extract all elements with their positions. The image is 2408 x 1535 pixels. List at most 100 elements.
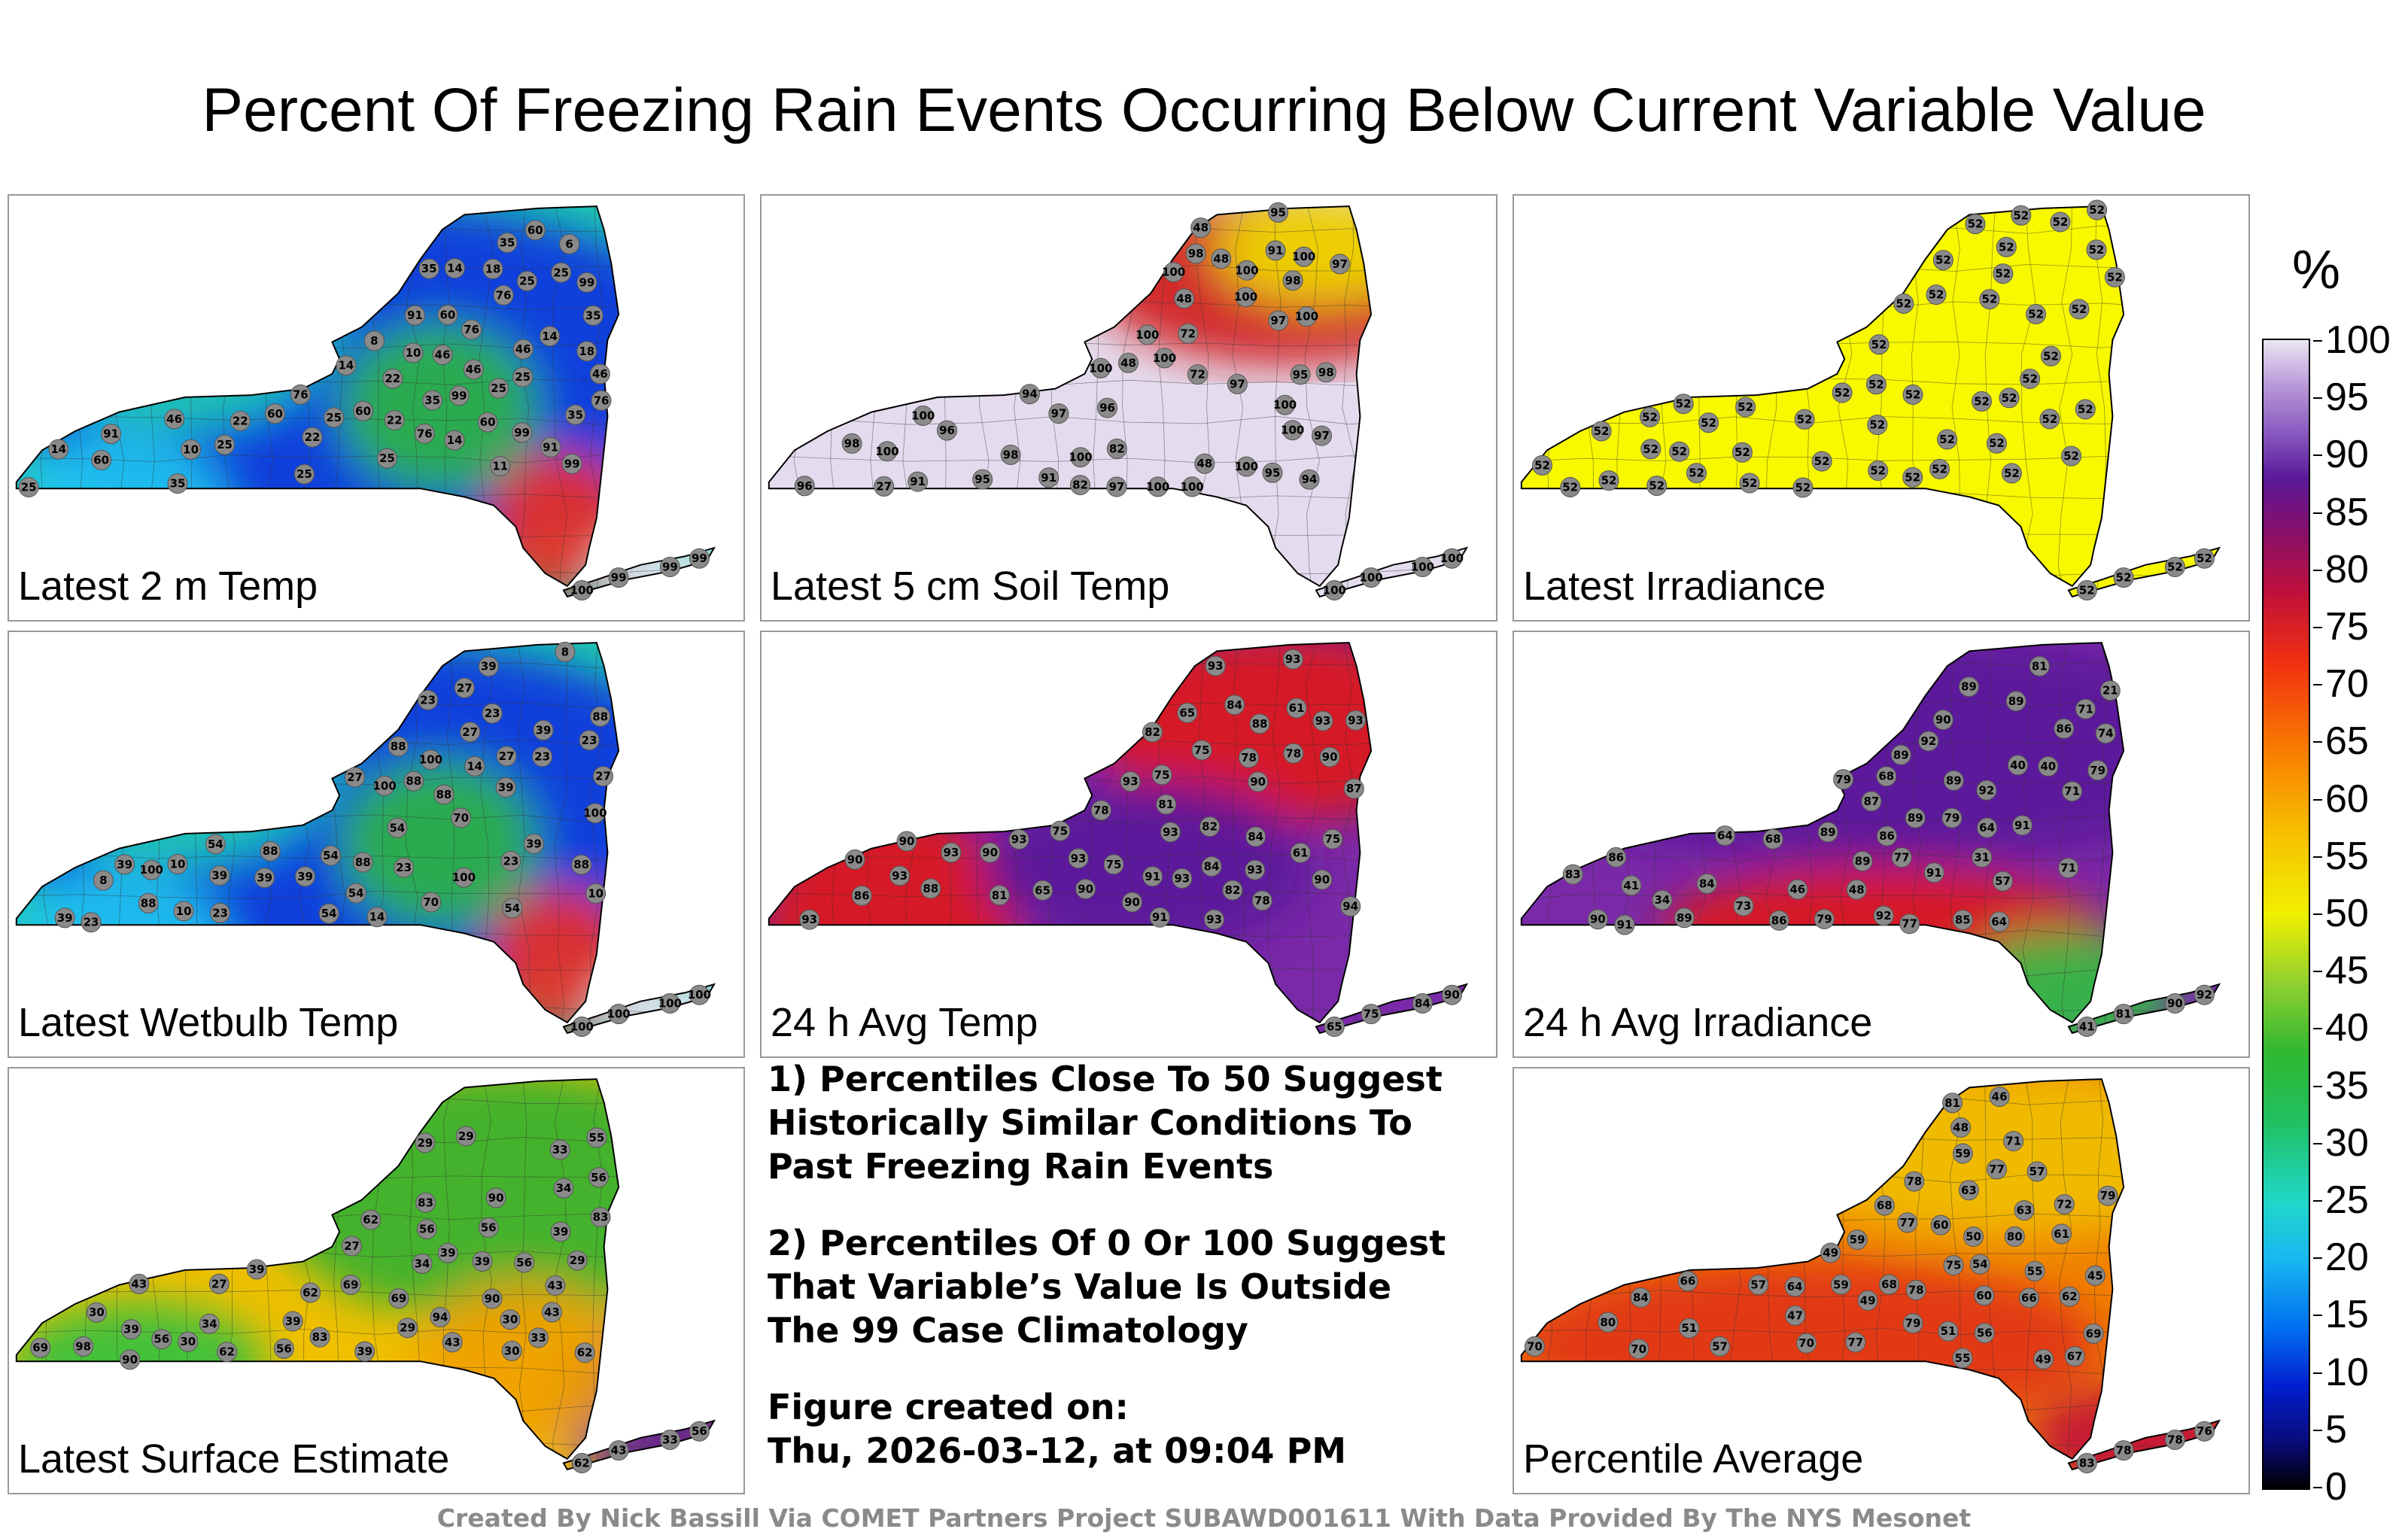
- panel-24h-avg-irradiance: 89 85 89 89 92 92 91 89 91 89 89 79 89 89 86 90 91 79 81 86…: [1513, 631, 2250, 1058]
- station-value: 84: [1204, 860, 1220, 874]
- station-value: 76: [464, 323, 479, 336]
- colorbar-label: 85: [2325, 490, 2369, 534]
- station-value: 100: [1153, 351, 1176, 365]
- station-value: 52: [2116, 571, 2132, 585]
- station-marker: 83: [590, 1207, 611, 1228]
- station-value: 56: [419, 1223, 435, 1236]
- station-marker: 48: [1118, 352, 1139, 373]
- station-marker: 96: [794, 476, 815, 497]
- station-value: 31: [1974, 851, 1990, 865]
- station-marker: 62: [574, 1342, 595, 1363]
- station-value: 59: [1955, 1147, 1971, 1160]
- panel-latest-surface-estimate: 33 30 29 34 29 39 27 29 62 55 56 39 30 56 83 30 34 43 39 39…: [8, 1067, 745, 1494]
- station-value: 54: [208, 837, 223, 851]
- station-marker: 90: [1441, 984, 1462, 1005]
- station-value: 100: [140, 863, 163, 877]
- station-marker: 27: [454, 677, 475, 698]
- figure-created: Figure created on: Thu, 2026-03-12, at 0…: [768, 1385, 1467, 1473]
- station-value: 69: [343, 1278, 359, 1291]
- station-marker: 52: [1560, 477, 1581, 497]
- station-marker: 35: [422, 390, 443, 411]
- colorbar-label: 35: [2325, 1063, 2369, 1108]
- station-marker: 92: [1976, 780, 1997, 801]
- station-value: 35: [421, 262, 437, 275]
- station-marker: 96: [1097, 397, 1117, 418]
- station-marker: 52: [1673, 394, 1694, 415]
- station-value: 50: [1966, 1230, 1981, 1244]
- station-value: 65: [1035, 883, 1050, 897]
- station-value: 62: [363, 1213, 379, 1226]
- station-value: 54: [323, 849, 339, 862]
- station-marker: 80: [1598, 1312, 1619, 1333]
- station-value: 88: [355, 856, 371, 869]
- station-value: 29: [570, 1254, 585, 1267]
- station-marker: 52: [1735, 397, 1756, 418]
- station-marker: 39: [54, 907, 75, 929]
- station-marker: 96: [937, 420, 957, 441]
- station-marker: 48: [1950, 1117, 1972, 1138]
- station-marker: 49: [2033, 1348, 2054, 1369]
- station-value: 33: [552, 1143, 568, 1157]
- station-value: 52: [2089, 203, 2105, 217]
- station-marker: 91: [1923, 862, 1944, 883]
- station-marker: 65: [1177, 703, 1198, 723]
- station-value: 75: [1052, 824, 1068, 837]
- station-value: 100: [583, 807, 607, 820]
- station-value: 39: [57, 911, 73, 925]
- station-marker: 52: [1929, 458, 1950, 479]
- panel-latest-irradiance: 52 52 52 52 52 52 52 52 52 52 52 52 52 52 52 52 52 52 52 52…: [1513, 194, 2250, 622]
- state-outline: [15, 1078, 620, 1461]
- station-marker: 35: [565, 404, 586, 425]
- station-value: 6: [565, 237, 573, 251]
- station-marker: 100: [1411, 557, 1434, 577]
- station-marker: 61: [1286, 698, 1307, 719]
- station-value: 39: [123, 1323, 139, 1336]
- station-marker: 62: [2059, 1286, 2080, 1307]
- station-marker: 88: [352, 852, 373, 873]
- station-value: 93: [801, 913, 817, 926]
- station-value: 39: [440, 1246, 456, 1260]
- station-marker: 79: [2097, 1185, 2118, 1206]
- station-marker: 46: [512, 339, 534, 360]
- colorbar-label: 20: [2325, 1236, 2369, 1280]
- station-marker: 100: [1292, 246, 1315, 267]
- station-value: 52: [1642, 410, 1658, 424]
- station-value: 33: [662, 1433, 678, 1447]
- figure-title: Percent Of Freezing Rain Events Occurrin…: [202, 76, 2206, 144]
- station-marker: 88: [403, 771, 424, 792]
- station-marker: 57: [1993, 871, 2013, 892]
- station-marker: 43: [545, 1275, 566, 1296]
- station-value: 88: [573, 858, 589, 871]
- station-value: 52: [1974, 394, 1990, 408]
- station-marker: 88: [571, 854, 592, 875]
- station-marker: 8: [93, 870, 114, 891]
- station-marker: 64: [1989, 911, 2010, 932]
- station-marker: 76: [290, 384, 311, 405]
- station-value: 30: [504, 1344, 520, 1357]
- station-marker: 52: [1996, 236, 2017, 257]
- colorbar-label: 30: [2325, 1120, 2369, 1165]
- station-marker: 76: [461, 319, 482, 340]
- station-marker: 25: [512, 366, 534, 388]
- station-marker: 62: [571, 1453, 592, 1473]
- station-marker: 100: [583, 803, 607, 824]
- station-value: 39: [552, 1225, 568, 1239]
- station-value: 83: [312, 1330, 328, 1344]
- station-value: 86: [2056, 722, 2072, 735]
- station-marker: 69: [2083, 1323, 2104, 1344]
- station-value: 52: [1534, 458, 1550, 472]
- station-value: 25: [21, 481, 37, 494]
- station-value: 90: [1078, 883, 1093, 896]
- station-value: 23: [503, 854, 518, 868]
- colorbar-tick: [2313, 397, 2322, 400]
- station-value: 56: [276, 1342, 292, 1355]
- station-marker: 52: [2001, 463, 2022, 484]
- station-marker: 52: [1598, 470, 1619, 491]
- station-marker: 10: [403, 342, 424, 363]
- station-marker: 25: [293, 464, 315, 485]
- station-value: 89: [1677, 911, 1692, 925]
- station-value: 35: [585, 309, 601, 322]
- station-marker: 68: [1762, 828, 1783, 850]
- station-marker: 73: [1733, 895, 1754, 916]
- map-latest-5cm-soil-temp: 82 91 72 27 94 97 97 48 95 48 82 48 91 95 48 72 48 96 98 96…: [768, 202, 1469, 600]
